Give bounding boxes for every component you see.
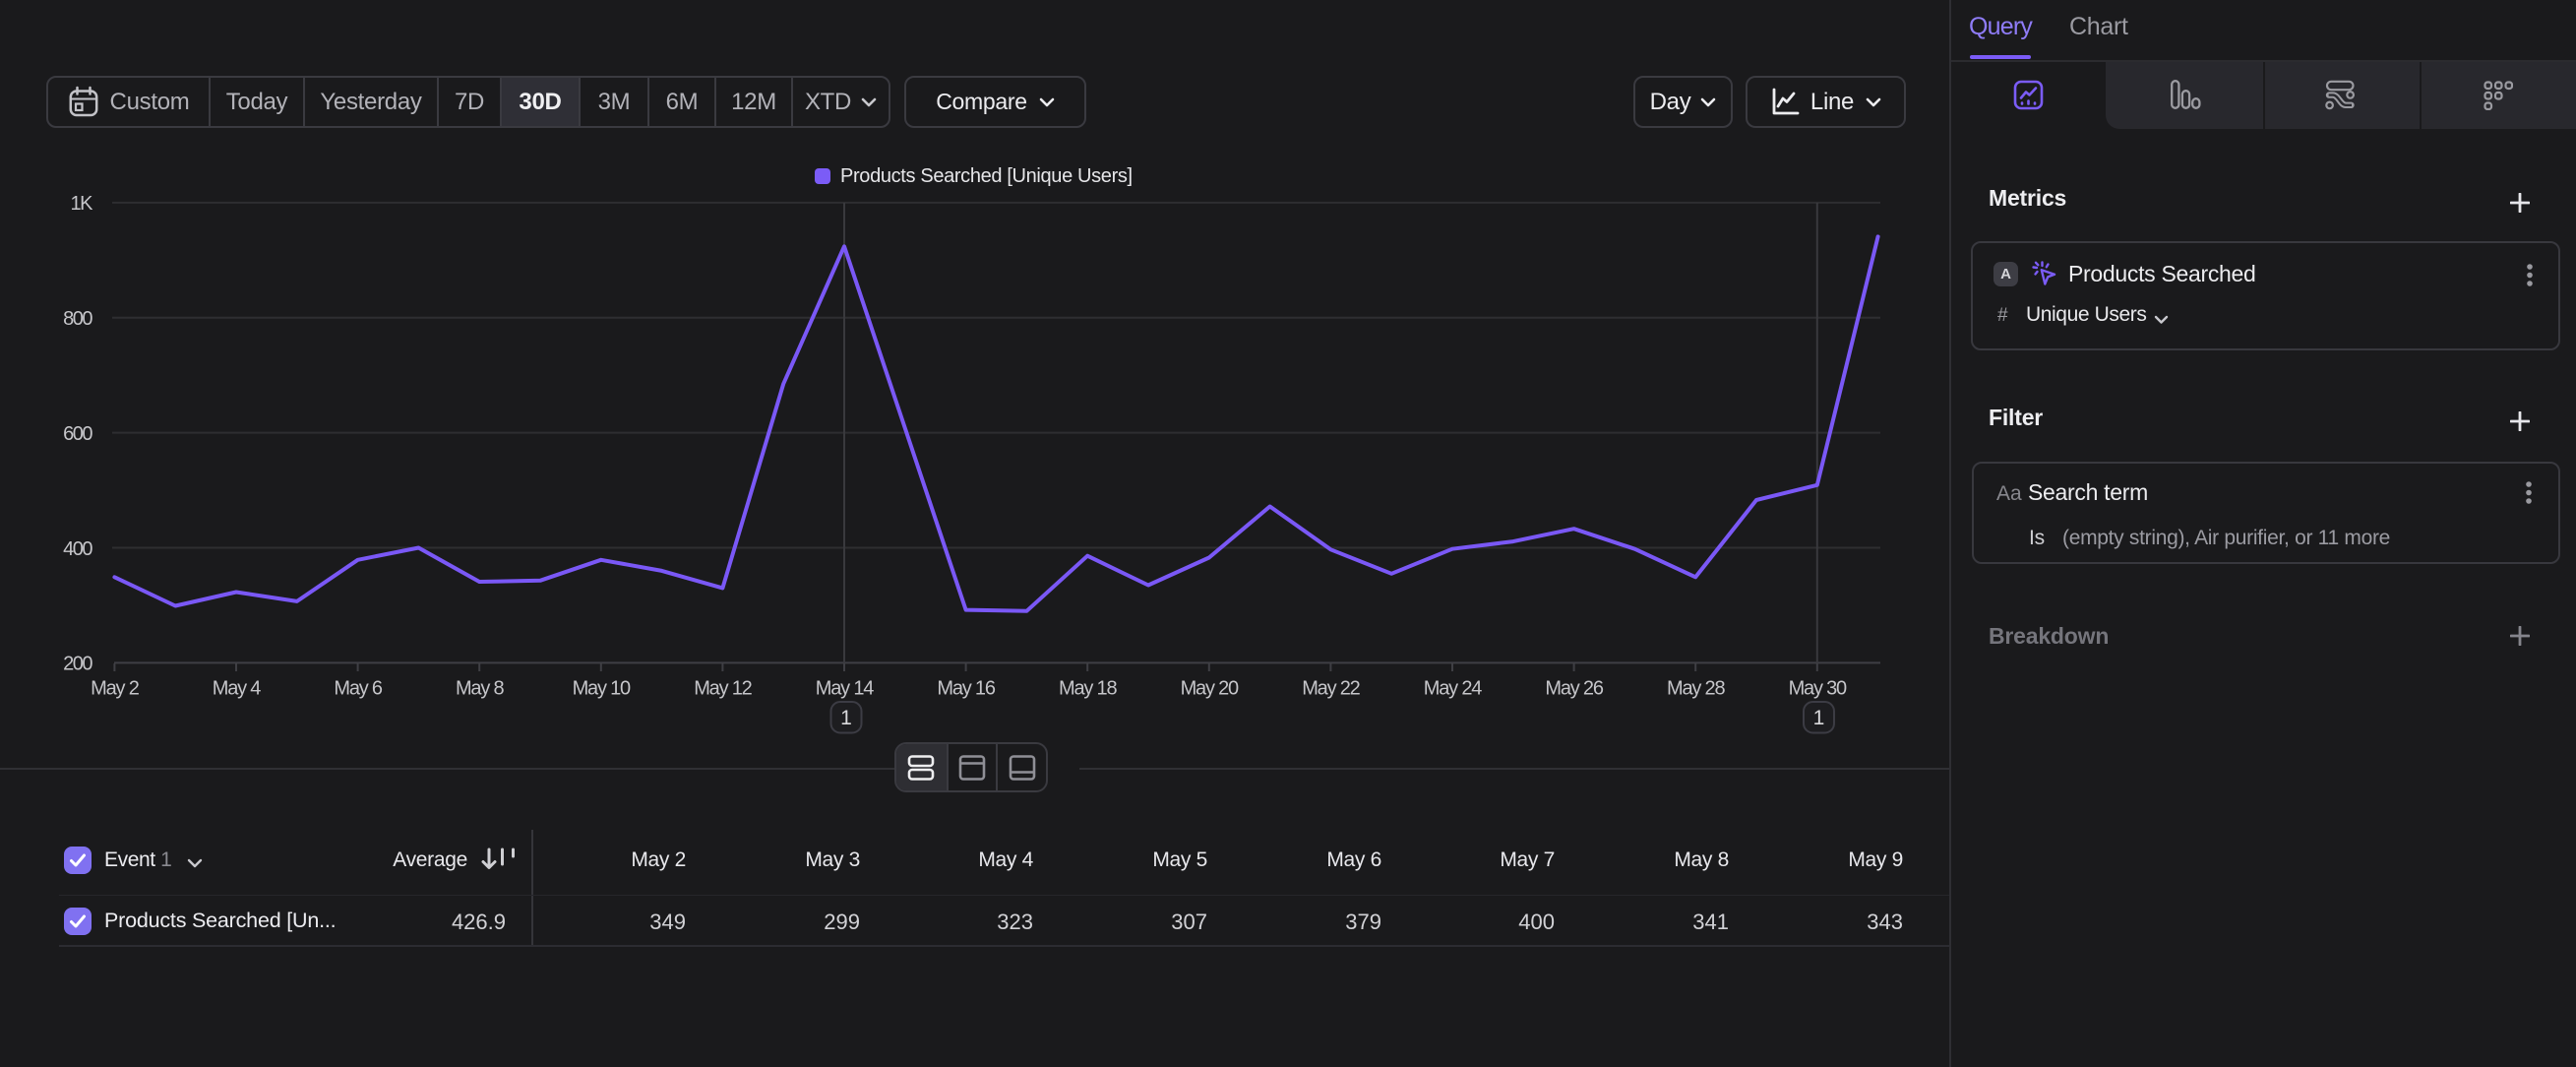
svg-text:May 14: May 14 bbox=[816, 678, 874, 700]
svg-text:May 6: May 6 bbox=[334, 678, 383, 700]
svg-text:May 16: May 16 bbox=[937, 678, 995, 700]
svg-text:May 10: May 10 bbox=[573, 678, 631, 700]
svg-text:May 4: May 4 bbox=[213, 678, 262, 700]
svg-text:May 24: May 24 bbox=[1424, 678, 1482, 700]
svg-text:600: 600 bbox=[63, 423, 92, 445]
svg-text:May 8: May 8 bbox=[456, 678, 505, 700]
svg-text:400: 400 bbox=[63, 538, 92, 560]
svg-text:1: 1 bbox=[840, 707, 852, 729]
svg-text:May 30: May 30 bbox=[1789, 678, 1847, 700]
svg-text:May 20: May 20 bbox=[1181, 678, 1239, 700]
svg-text:May 22: May 22 bbox=[1302, 678, 1360, 700]
svg-text:1: 1 bbox=[1813, 707, 1825, 729]
svg-text:May 26: May 26 bbox=[1545, 678, 1603, 700]
svg-text:1K: 1K bbox=[71, 193, 94, 215]
svg-text:May 28: May 28 bbox=[1667, 678, 1725, 700]
svg-text:May 18: May 18 bbox=[1059, 678, 1117, 700]
svg-text:800: 800 bbox=[63, 308, 92, 330]
svg-text:200: 200 bbox=[63, 654, 92, 675]
svg-text:May 12: May 12 bbox=[694, 678, 752, 700]
svg-text:May 2: May 2 bbox=[91, 678, 140, 700]
